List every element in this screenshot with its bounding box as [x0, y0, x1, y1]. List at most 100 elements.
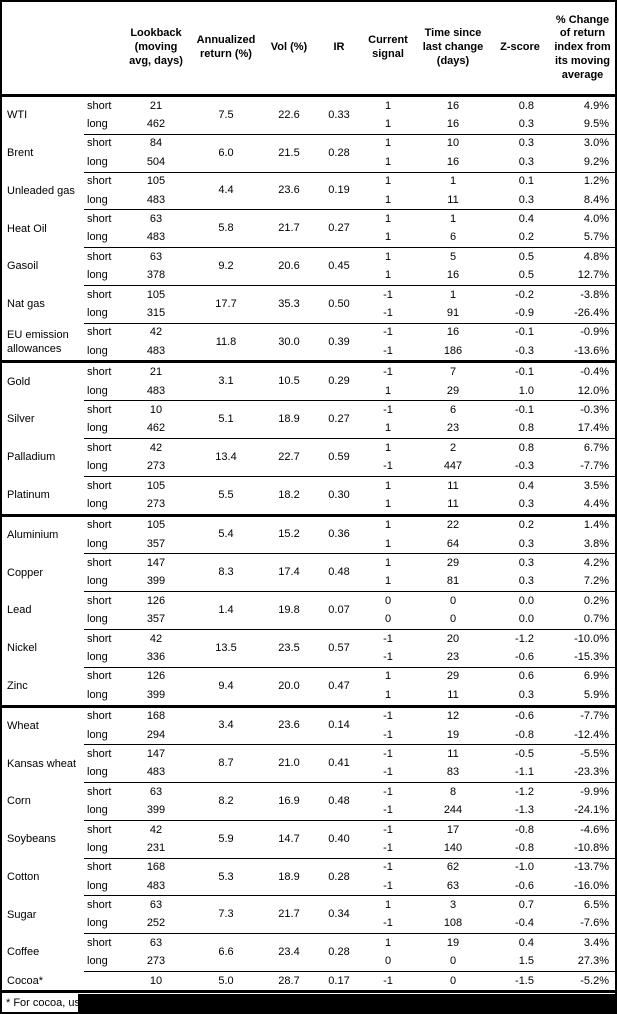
z-score-value: -0.3 — [515, 460, 534, 473]
ir-value: 0.39 — [318, 322, 360, 362]
header-annualized-return: Annualized return (%) — [192, 2, 260, 97]
header-z-score: Z-score — [490, 2, 550, 97]
table-row: long 315 -1 91 -0.9 -26.4% — [2, 304, 615, 323]
lookback-value: 105 — [120, 284, 192, 305]
leg-label: short — [84, 553, 120, 573]
leg-label — [84, 970, 120, 994]
lookback-value: 399 — [146, 575, 166, 588]
lookback-value: 10 — [120, 400, 192, 420]
commodity-name: Corn — [7, 795, 31, 808]
current-signal-value: 1 — [384, 155, 392, 168]
z-score-value: 0.5 — [518, 269, 534, 282]
z-score-value: -0.2 — [490, 284, 550, 305]
vol-value: 18.2 — [260, 475, 318, 516]
table-header: Lookback (moving avg, days) Annualized r… — [2, 2, 615, 97]
current-signal-value: 0 — [384, 955, 392, 968]
leg-label: long — [87, 460, 108, 473]
lookback-value: 483 — [146, 766, 166, 779]
footnote-area: * For cocoa, uses — [2, 993, 615, 1012]
current-signal-value: 1 — [384, 497, 392, 510]
pct-change-value: -12.4% — [574, 728, 609, 741]
ir-value: 0.48 — [318, 553, 360, 592]
table-row: long 357 0 0 0.0 0.7% — [2, 611, 615, 630]
lookback-value: 399 — [146, 804, 166, 817]
table-row: long 462 1 23 0.8 17.4% — [2, 420, 615, 439]
current-signal-value: 1 — [360, 438, 416, 458]
ir-value: 0.19 — [318, 171, 360, 210]
table-row: long 357 1 64 0.3 3.8% — [2, 535, 615, 554]
z-score-value: 1.0 — [518, 384, 534, 397]
ir-value: 0.36 — [318, 513, 360, 554]
leg-label: short — [84, 666, 120, 687]
pct-change-value: -7.7% — [580, 460, 609, 473]
z-score-value: 0.8 — [518, 422, 534, 435]
z-score-value: 0.2 — [518, 231, 534, 244]
pct-change-value: 12.7% — [577, 269, 609, 282]
commodity-name: Aluminium — [2, 513, 84, 554]
lookback-value: 42 — [120, 322, 192, 343]
z-score-value: 0.1 — [490, 171, 550, 191]
leg-label: long — [87, 269, 108, 282]
z-score-value: 0.0 — [518, 613, 534, 626]
annualized-return-value: 7.3 — [192, 895, 260, 934]
time-since-change-value: 0 — [449, 955, 457, 968]
current-signal-value: -1 — [360, 857, 416, 878]
time-since-change-value: 16 — [416, 322, 490, 343]
annualized-return-value: 11.8 — [192, 322, 260, 362]
time-since-change-value: 1 — [416, 171, 490, 191]
z-score-value: 0.3 — [518, 537, 534, 550]
pct-change-value: 3.4% — [550, 933, 615, 953]
time-since-change-value: 186 — [443, 344, 463, 357]
z-score-value: -0.1 — [490, 400, 550, 420]
ir-value: 0.27 — [318, 400, 360, 439]
pct-change-value: 0.7% — [583, 613, 609, 626]
commodity-name: Palladium — [7, 451, 56, 464]
time-since-change-value: 29 — [416, 553, 490, 573]
lookback-value: 168 — [120, 857, 192, 878]
lookback-value: 63 — [120, 782, 192, 802]
table-row: Cotton short 168 5.3 18.9 0.28 -1 62 -1.0 -13.7% — [2, 857, 615, 896]
current-signal-value: -1 — [360, 322, 416, 343]
lookback-value: 168 — [120, 704, 192, 726]
z-score-value: -0.8 — [515, 728, 534, 741]
leg-label: short — [84, 360, 120, 382]
vol-value: 23.6 — [260, 171, 318, 210]
annualized-return-value: 13.5 — [192, 628, 260, 668]
current-signal-value: -1 — [360, 704, 416, 726]
pct-change-value: 8.4% — [583, 193, 609, 206]
leg-label: long — [87, 613, 108, 626]
pct-change-value: 0.2% — [550, 591, 615, 611]
leg-label: short — [84, 628, 120, 649]
current-signal-value: 1 — [384, 422, 392, 435]
current-signal-value: -1 — [360, 819, 416, 840]
ir-value: 0.45 — [318, 247, 360, 286]
time-since-change-value: 108 — [443, 917, 463, 930]
table-row: long 231 -1 140 -0.8 -10.8% — [2, 839, 615, 858]
lookback-value: 21 — [120, 360, 192, 382]
commodity-name: Heat Oil — [7, 222, 47, 235]
vol-value: 23.6 — [260, 704, 318, 745]
table-row: long 273 0 0 1.5 27.3% — [2, 953, 615, 972]
annualized-return-value: 3.1 — [192, 360, 260, 401]
z-score-value: 0.8 — [490, 438, 550, 458]
table-row: Coffee short 63 6.6 23.4 0.28 1 19 0.4 3.4% — [2, 933, 615, 972]
z-score-value: 0.8 — [518, 99, 534, 112]
header-time-since-change: Time since last change (days) — [416, 2, 490, 97]
current-signal-value: -1 — [383, 728, 393, 741]
header-lookback: Lookback (moving avg, days) — [120, 2, 192, 97]
lookback-value: 231 — [146, 841, 166, 854]
leg-label: long — [87, 384, 108, 397]
pct-change-value: 3.5% — [550, 475, 615, 496]
commodity-name: Zinc — [7, 679, 28, 692]
commodity-name: Brent — [7, 147, 34, 160]
ir-value: 0.14 — [318, 704, 360, 745]
table-row: Platinum short 105 5.5 18.2 0.30 1 11 0.4 3.5% — [2, 475, 615, 516]
z-score-value: -1.0 — [490, 857, 550, 878]
pct-change-value: 5.7% — [583, 231, 609, 244]
z-score-value: 0.4 — [490, 475, 550, 496]
pct-change-value: 12.0% — [577, 384, 609, 397]
leg-label: short — [84, 438, 120, 458]
lookback-value: 126 — [120, 666, 192, 687]
leg-label: long — [87, 118, 108, 131]
lookback-value: 504 — [146, 155, 166, 168]
